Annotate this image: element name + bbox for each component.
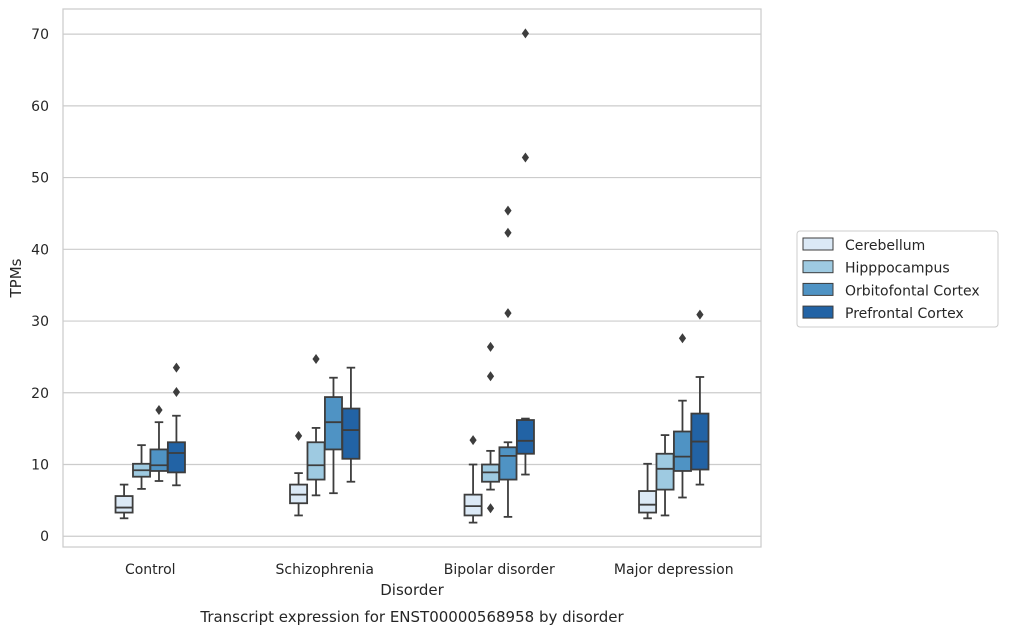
outlier-point	[504, 205, 512, 216]
x-tick-labels: Control Schizophrenia Bipolar disorder Majo…	[125, 562, 734, 578]
legend-label: Prefrontal Cortex	[845, 306, 964, 322]
plot-frame	[62, 8, 762, 548]
box-prefrontal-cortex	[690, 309, 710, 486]
legend-label: Hipppocampus	[845, 261, 950, 277]
box-body	[515, 419, 535, 455]
box-hipppocampus	[132, 444, 151, 490]
y-tick-label: 60	[31, 99, 49, 115]
y-tick-label: 10	[31, 458, 49, 474]
legend-swatch	[802, 282, 834, 296]
box-body	[306, 441, 326, 481]
box-body	[463, 493, 483, 517]
outlier-point	[696, 309, 704, 320]
outlier-point	[172, 387, 181, 398]
legend: Cerebellum Hipppocampus Orbitofontal Corte…	[796, 230, 999, 328]
box-body	[166, 441, 186, 474]
legend-swatch	[802, 305, 834, 319]
legend-label: Cerebellum	[845, 238, 925, 254]
box-cerebellum	[638, 462, 658, 520]
x-tick-label: Schizophrenia	[276, 562, 374, 578]
box-orbitofontal-cortex	[498, 205, 518, 518]
legend-label: Orbitofontal Cortex	[845, 283, 980, 299]
outlier-point	[312, 354, 320, 365]
y-tick-label: 30	[31, 314, 49, 330]
box-prefrontal-cortex	[515, 28, 535, 476]
box-body	[114, 495, 134, 514]
outlier-point	[294, 430, 303, 441]
y-tick-label: 70	[31, 27, 49, 43]
outlier-point	[521, 152, 530, 163]
x-axis-label: Disorder	[380, 581, 444, 599]
box-hipppocampus	[655, 434, 675, 517]
box-body	[149, 448, 169, 472]
box-body	[324, 396, 343, 451]
y-tick-label: 0	[40, 529, 49, 545]
figure-caption: Transcript expression for ENST0000056895…	[199, 608, 624, 626]
y-tick-label: 50	[31, 171, 49, 187]
box-orbitofontal-cortex	[324, 376, 343, 495]
x-tick-label: Control	[125, 562, 176, 578]
x-tick-label: Bipolar disorder	[444, 562, 555, 578]
outlier-point	[678, 333, 687, 344]
legend-box	[796, 230, 999, 328]
box-prefrontal-cortex	[341, 366, 361, 483]
box-hipppocampus	[481, 341, 500, 514]
box-prefrontal-cortex	[166, 362, 186, 487]
outlier-point	[172, 362, 181, 373]
box-cerebellum	[463, 435, 483, 524]
box-hipppocampus	[306, 354, 326, 497]
box-body	[498, 446, 518, 481]
box-cerebellum	[289, 430, 309, 517]
y-axis-label: TPMs	[7, 258, 25, 298]
box-body	[638, 490, 658, 514]
outlier-point	[469, 435, 477, 446]
legend-swatch	[802, 237, 834, 251]
outlier-point	[521, 28, 530, 39]
outlier-point	[486, 503, 495, 514]
legend-swatch	[802, 260, 834, 274]
outlier-point	[504, 308, 512, 319]
outlier-point	[486, 341, 495, 352]
outlier-point	[155, 404, 163, 415]
box-body	[341, 407, 361, 460]
box-body	[655, 452, 675, 491]
box-orbitofontal-cortex	[149, 404, 169, 482]
box-cerebellum	[114, 483, 134, 520]
y-tick-label: 20	[31, 386, 49, 402]
y-tick-label: 40	[31, 242, 49, 258]
y-tick-labels: 0 10 20 30 40 50 60 70	[31, 27, 49, 545]
box-body	[673, 430, 692, 472]
box-groups	[114, 28, 710, 524]
x-tick-label: Major depression	[614, 562, 734, 578]
box-orbitofontal-cortex	[673, 333, 692, 499]
outlier-point	[504, 227, 512, 238]
outlier-point	[486, 371, 495, 382]
